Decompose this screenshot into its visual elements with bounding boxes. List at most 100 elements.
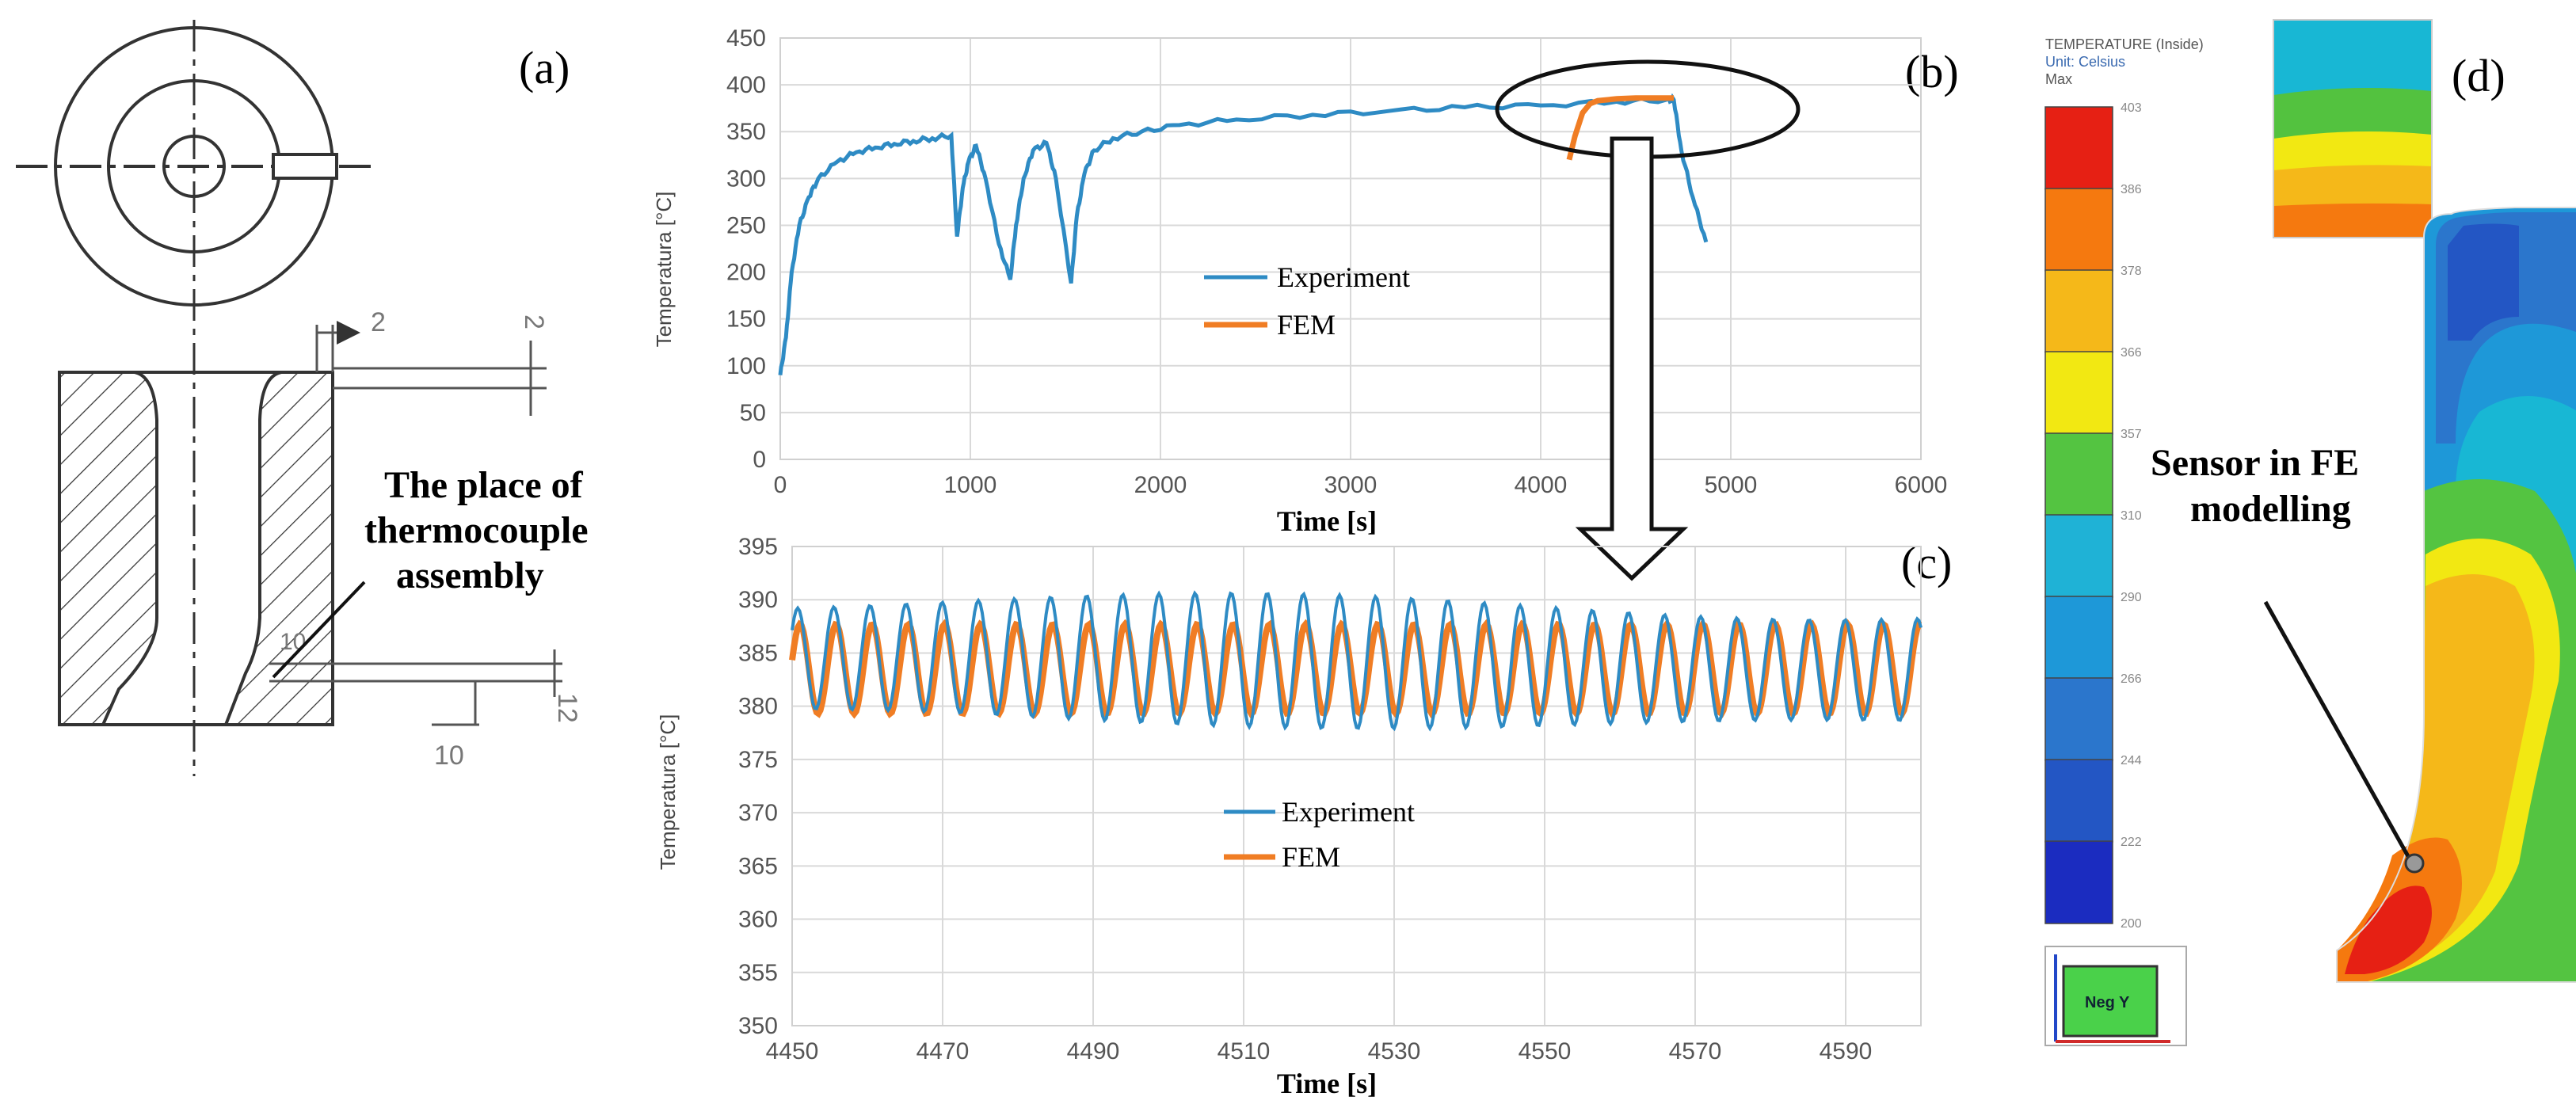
chart-b-y-ticks: 0 50 100 150 200 250 300 350 400 450 (726, 25, 766, 473)
c-ytick-label: 380 (738, 694, 778, 720)
chart-b-series-experiment (778, 93, 1709, 375)
color-bar-segment (2044, 106, 2113, 190)
color-bar-tick: 200 (2121, 917, 2142, 931)
dimension-lines (269, 321, 562, 726)
b-ytick-label: 350 (726, 119, 766, 145)
chart-c-series-fem (789, 619, 1922, 719)
chart-c-legend-fem: FEM (1282, 841, 1340, 873)
zoom-arrow (1575, 136, 1689, 581)
chart-b-xlabel: Time [s] (1277, 505, 1377, 537)
c-xtick-label: 4470 (916, 1038, 970, 1064)
chart-b-grid (779, 37, 1922, 460)
color-bar-tick: 266 (2121, 672, 2142, 686)
color-bar-segment (2044, 759, 2113, 843)
view-cube-face (2062, 965, 2159, 1038)
c-xtick-label: 4510 (1218, 1038, 1271, 1064)
fe-legend-title-1: TEMPERATURE (Inside) (2045, 36, 2204, 52)
section-view (58, 371, 334, 726)
fe-top-inset (2273, 19, 2433, 238)
color-bar-segment (2044, 596, 2113, 680)
c-xtick-label: 4550 (1519, 1038, 1572, 1064)
annotation-leader (272, 581, 366, 679)
c-ytick-label: 350 (738, 1013, 778, 1039)
chart-b-series-fem (1566, 95, 1674, 161)
color-bar-segment (2044, 269, 2113, 353)
chart-c-legend-experiment: Experiment (1282, 796, 1415, 828)
chart-c-xlabel: Time [s] (1277, 1068, 1377, 1099)
b-xtick-label: 3000 (1324, 472, 1378, 498)
dim-label-2: 2 (519, 314, 549, 329)
color-bar-tick: 310 (2121, 509, 2142, 523)
color-bar-tick: 403 (2121, 101, 2142, 115)
c-ytick-label: 365 (738, 853, 778, 879)
c-xtick-label: 4450 (766, 1038, 819, 1064)
c-xtick-label: 4570 (1669, 1038, 1722, 1064)
color-bar-tick: 357 (2121, 428, 2142, 441)
chart-c-grid (791, 546, 1922, 1026)
color-bar-tick: 366 (2121, 346, 2142, 360)
view-cube-label: Neg Y (2085, 994, 2130, 1011)
c-plot-frame (791, 546, 1922, 1026)
b-plot-frame (779, 37, 1922, 460)
color-bar-segment (2044, 351, 2113, 435)
c-xtick-label: 4530 (1368, 1038, 1421, 1064)
sensor-marker (2404, 853, 2425, 874)
dim-label-4: 10 (434, 741, 464, 771)
chart-c-ylabel: Temperatura [°C] (656, 714, 680, 870)
c-ytick-label: 355 (738, 960, 778, 986)
sensor-leader (2263, 600, 2414, 865)
chart-c-series-experiment (791, 590, 1922, 732)
fe-color-bar (2044, 106, 2113, 924)
b-xtick-label: 2000 (1134, 472, 1187, 498)
chart-b-legend-fem: FEM (1277, 309, 1336, 341)
sensor-label-2: modelling (2190, 488, 2351, 530)
panel-a-drawing: (a) (16, 20, 589, 776)
color-bar-tick: 222 (2121, 836, 2142, 849)
fe-legend-title-3: Max (2045, 71, 2072, 87)
fe-legend-title-2: Unit: Celsius (2045, 54, 2125, 70)
panel-d-label: (d) (2452, 50, 2506, 101)
b-ytick-label: 250 (726, 212, 766, 238)
dim-label-1: 2 (371, 307, 386, 337)
color-bar-segment (2044, 840, 2113, 924)
chart-b-legend: Experiment FEM (1204, 261, 1410, 341)
b-xtick-label: 0 (774, 472, 787, 498)
view-cube: Neg Y (2044, 946, 2187, 1046)
chart-b-ylabel: Temperatura [°C] (652, 192, 676, 348)
sensor-label-1: Sensor in FE (2151, 442, 2359, 484)
c-xtick-label: 4490 (1067, 1038, 1120, 1064)
c-ytick-label: 370 (738, 800, 778, 826)
panel-b-chart: (b) 0 50 100 150 200 250 300 350 400 450 0 1000 200… (652, 25, 1959, 537)
annotation-line-3: assembly (396, 554, 544, 596)
panel-c-label: (c) (1901, 537, 1952, 588)
b-xtick-label: 5000 (1705, 472, 1758, 498)
color-bar-segment (2044, 677, 2113, 761)
panel-b-label: (b) (1905, 46, 1959, 97)
color-bar-tick: 386 (2121, 183, 2142, 196)
b-xtick-label: 4000 (1515, 472, 1568, 498)
b-ytick-label: 400 (726, 72, 766, 98)
b-ytick-label: 0 (753, 447, 766, 473)
b-xtick-label: 6000 (1895, 472, 1948, 498)
c-ytick-label: 385 (738, 640, 778, 666)
color-bar-segment (2044, 514, 2113, 598)
panel-d-fe-model: (d) TEMPERATURE (Inside) Unit: Celsius M… (2044, 19, 2576, 1046)
color-bar-tick: 244 (2121, 754, 2142, 767)
dim-label-3: 10 (280, 629, 306, 655)
b-ytick-label: 150 (726, 307, 766, 333)
color-bar-segment (2044, 188, 2113, 272)
fe-body (2336, 207, 2576, 983)
annotation-line-2: thermocouple (364, 509, 589, 551)
c-ytick-label: 375 (738, 747, 778, 773)
b-ytick-label: 100 (726, 353, 766, 379)
panel-a-label: (a) (519, 42, 570, 93)
b-ytick-label: 300 (726, 166, 766, 192)
b-ytick-label: 450 (726, 25, 766, 51)
chart-c-x-ticks: 4450 4470 4490 4510 4530 4550 4570 4590 (766, 1038, 1873, 1064)
top-view (16, 20, 372, 776)
fe-color-bar-ticks: 403 386 378 366 357 310 290 266 244 222 200 (2121, 101, 2142, 931)
c-ytick-label: 395 (738, 534, 778, 560)
b-ytick-label: 200 (726, 260, 766, 286)
annotation-line-1: The place of (384, 464, 584, 506)
